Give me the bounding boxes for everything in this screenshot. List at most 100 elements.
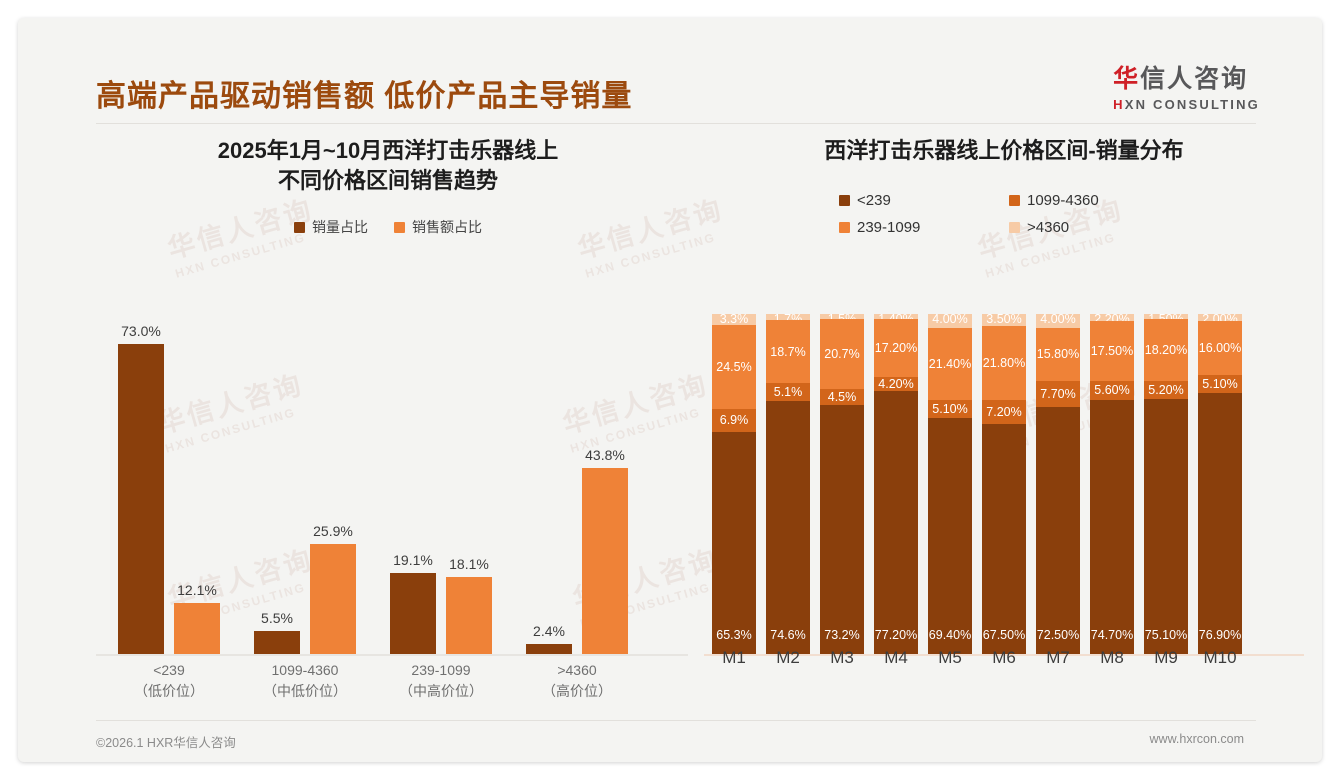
stacked-bar-segment[interactable]: 5.10% <box>1198 375 1242 393</box>
stacked-bar-segment[interactable]: 65.3% <box>712 431 756 654</box>
stacked-bar-segment[interactable]: 7.70% <box>1036 381 1080 408</box>
stacked-bar-segment[interactable]: 6.9% <box>712 408 756 432</box>
stacked-bar-column[interactable]: 3.3% 24.5% 6.9% 65.3% <box>712 312 756 654</box>
stacked-bar-segment[interactable]: 72.50% <box>1036 407 1080 654</box>
stacked-bar-segment[interactable]: 74.6% <box>766 400 810 654</box>
stacked-bar-segment[interactable]: 15.80% <box>1036 327 1080 382</box>
segment-value-label: 20.7% <box>824 347 860 362</box>
bar-value-label: 12.1% <box>177 582 217 598</box>
stacked-bar-column[interactable]: 1.7%18.7%5.1%74.6% <box>766 312 810 654</box>
right-chart-plot: 3.3%24.5%6.9%65.3%M11.7%18.7%5.1%74.6%M2… <box>704 296 1304 667</box>
stacked-bar-segment[interactable]: 2.00% <box>1198 312 1242 326</box>
stacked-bar-segment[interactable]: 75.10% <box>1144 398 1188 654</box>
segment-value-label: 3.50% <box>986 312 1022 326</box>
bar-amount-3[interactable]: 43.8% <box>582 447 628 654</box>
segment-value-label: 3.3% <box>719 312 749 326</box>
stacked-bar-segment[interactable]: 17.20% <box>874 318 918 378</box>
stacked-bar-segment[interactable]: 2.20% <box>1090 312 1134 326</box>
logo-cn-gray: 信人咨询 <box>1140 65 1249 93</box>
logo-chinese: 华信人咨询 <box>1113 65 1260 94</box>
stacked-bar-column[interactable]: 1.40%17.20%4.20%77.20% <box>874 312 918 654</box>
segment-value-label: 5.20% <box>1148 382 1184 397</box>
bar-volume-0[interactable]: 73.0% <box>118 323 164 654</box>
stacked-bar-column[interactable]: 3.50% 21.80% 7.20% 67.50% <box>982 312 1026 654</box>
x-axis-month-label: M6 <box>992 648 1016 667</box>
segment-value-label: 7.70% <box>1040 387 1076 402</box>
legend-item-1099-4360[interactable]: 1099-4360 <box>1009 192 1169 209</box>
stacked-bar-segment[interactable]: 3.50% <box>982 312 1026 326</box>
right-chart-panel: 西洋打击乐器线上价格区间-销量分布 <239 1099-4360 239-109… <box>704 136 1304 706</box>
stacked-bar-segment[interactable]: 5.60% <box>1090 380 1134 400</box>
stacked-bar-segment[interactable]: 67.50% <box>982 424 1026 654</box>
stacked-bar-segment[interactable]: 21.40% <box>928 327 972 401</box>
segment-value-label: 21.80% <box>982 355 1026 370</box>
slide-edge-left <box>0 0 18 780</box>
stacked-bar-segment[interactable]: 73.2% <box>820 404 864 654</box>
legend-item-sales-amount[interactable]: 销售额占比 <box>394 217 482 237</box>
left-chart-title-line2: 不同价格区间销售趋势 <box>277 167 498 193</box>
bar-volume-3[interactable]: 2.4% <box>526 623 572 654</box>
stacked-bar-segment[interactable]: 20.7% <box>820 319 864 390</box>
stacked-bar-segment[interactable]: 16.00% <box>1198 320 1242 376</box>
x-category-1: 1099-4360 （中低价位） <box>238 660 372 702</box>
bar-volume-2[interactable]: 19.1% <box>390 552 436 654</box>
stacked-bar-segment[interactable]: 5.20% <box>1144 380 1188 399</box>
stacked-bar-column[interactable]: 4.00% 21.40% 5.10% 69.40% <box>928 312 972 654</box>
stacked-bar-segment[interactable]: 4.00% <box>928 312 972 328</box>
bar-value-label: 43.8% <box>585 447 625 463</box>
stacked-bar-segment[interactable]: 3.3% <box>712 312 756 326</box>
logo-en-red: H <box>1113 96 1125 112</box>
stacked-bar-column[interactable]: 4.00% 15.80% 7.70% 72.50% <box>1036 312 1080 654</box>
segment-value-label: 5.10% <box>1202 376 1238 391</box>
legend-item-239-1099[interactable]: 239-1099 <box>839 219 999 236</box>
legend-swatch-icon <box>1009 221 1020 233</box>
segment-value-label: 69.40% <box>928 627 972 642</box>
right-chart-baseline <box>704 654 1304 656</box>
stacked-bar-segment[interactable]: 17.50% <box>1090 321 1134 381</box>
stacked-bar-column[interactable]: 1.5%20.7%4.5%73.2% <box>820 312 864 654</box>
stacked-bar-segment[interactable]: 77.20% <box>874 391 918 654</box>
segment-value-label: 5.1% <box>773 384 803 399</box>
legend-item-sales-volume[interactable]: 销量占比 <box>294 217 368 237</box>
x-axis-month-label: M4 <box>884 648 908 667</box>
stacked-bar-segment[interactable]: 24.5% <box>712 325 756 409</box>
segment-value-label: 77.20% <box>874 627 918 642</box>
logo-english: HXN CONSULTING <box>1113 97 1260 112</box>
stacked-bar-column[interactable]: 1.50%18.20%5.20%75.10% <box>1144 312 1188 654</box>
slide-edge-right <box>1322 0 1340 780</box>
left-chart-title-line1: 2025年1月~10月西洋打击乐器线上 <box>217 138 559 163</box>
stacked-bar-segment[interactable]: 7.20% <box>982 400 1026 425</box>
stacked-bar-segment[interactable]: 76.90% <box>1198 392 1242 654</box>
bar-value-label: 73.0% <box>121 323 161 339</box>
segment-value-label: 65.3% <box>716 627 752 642</box>
legend-item-over-4360[interactable]: >4360 <box>1009 219 1169 236</box>
left-chart-plot: 73.0% 12.1% <239 （低价位） 5.5% 25.9% <box>78 296 698 699</box>
stacked-bar-segment[interactable]: 4.00% <box>1036 312 1080 328</box>
segment-value-label: 24.5% <box>716 359 752 374</box>
stacked-bar-segment[interactable]: 18.20% <box>1144 319 1188 381</box>
bar-amount-1[interactable]: 25.9% <box>310 523 356 654</box>
bar-group-2: 19.1% 18.1% <box>374 314 508 654</box>
x-axis-month-label: M8 <box>1100 648 1124 667</box>
legend-item-under-239[interactable]: <239 <box>839 192 999 209</box>
stacked-bar-column[interactable]: 2.20% 17.50% 5.60% 74.70% <box>1090 312 1134 654</box>
stacked-bar-segment[interactable]: 18.7% <box>766 319 810 384</box>
segment-value-label: 4.00% <box>932 312 968 326</box>
segment-value-label: 5.10% <box>932 402 968 416</box>
stacked-bar-column[interactable]: 2.00% 16.00% 5.10% 76.90% <box>1198 312 1242 654</box>
stacked-bar-segment[interactable]: 5.1% <box>766 383 810 401</box>
legend-label: 销售额占比 <box>412 219 482 236</box>
bar-amount-0[interactable]: 12.1% <box>174 582 220 654</box>
stacked-bar-segment[interactable]: 21.80% <box>982 325 1026 400</box>
bar-volume-1[interactable]: 5.5% <box>254 610 300 654</box>
stacked-bar-segment[interactable]: 69.40% <box>928 417 972 654</box>
stacked-bar-segment[interactable]: 4.20% <box>874 377 918 392</box>
segment-value-label: 76.90% <box>1198 627 1242 642</box>
stacked-bar-segment[interactable]: 74.70% <box>1090 400 1134 654</box>
stacked-bar-segment[interactable]: 5.10% <box>928 400 972 418</box>
bar-value-label: 19.1% <box>393 552 433 568</box>
x-category-label: <239 <box>153 662 185 678</box>
segment-value-label: 7.20% <box>986 405 1022 420</box>
stacked-bar-segment[interactable]: 4.5% <box>820 389 864 405</box>
bar-amount-2[interactable]: 18.1% <box>446 556 492 654</box>
